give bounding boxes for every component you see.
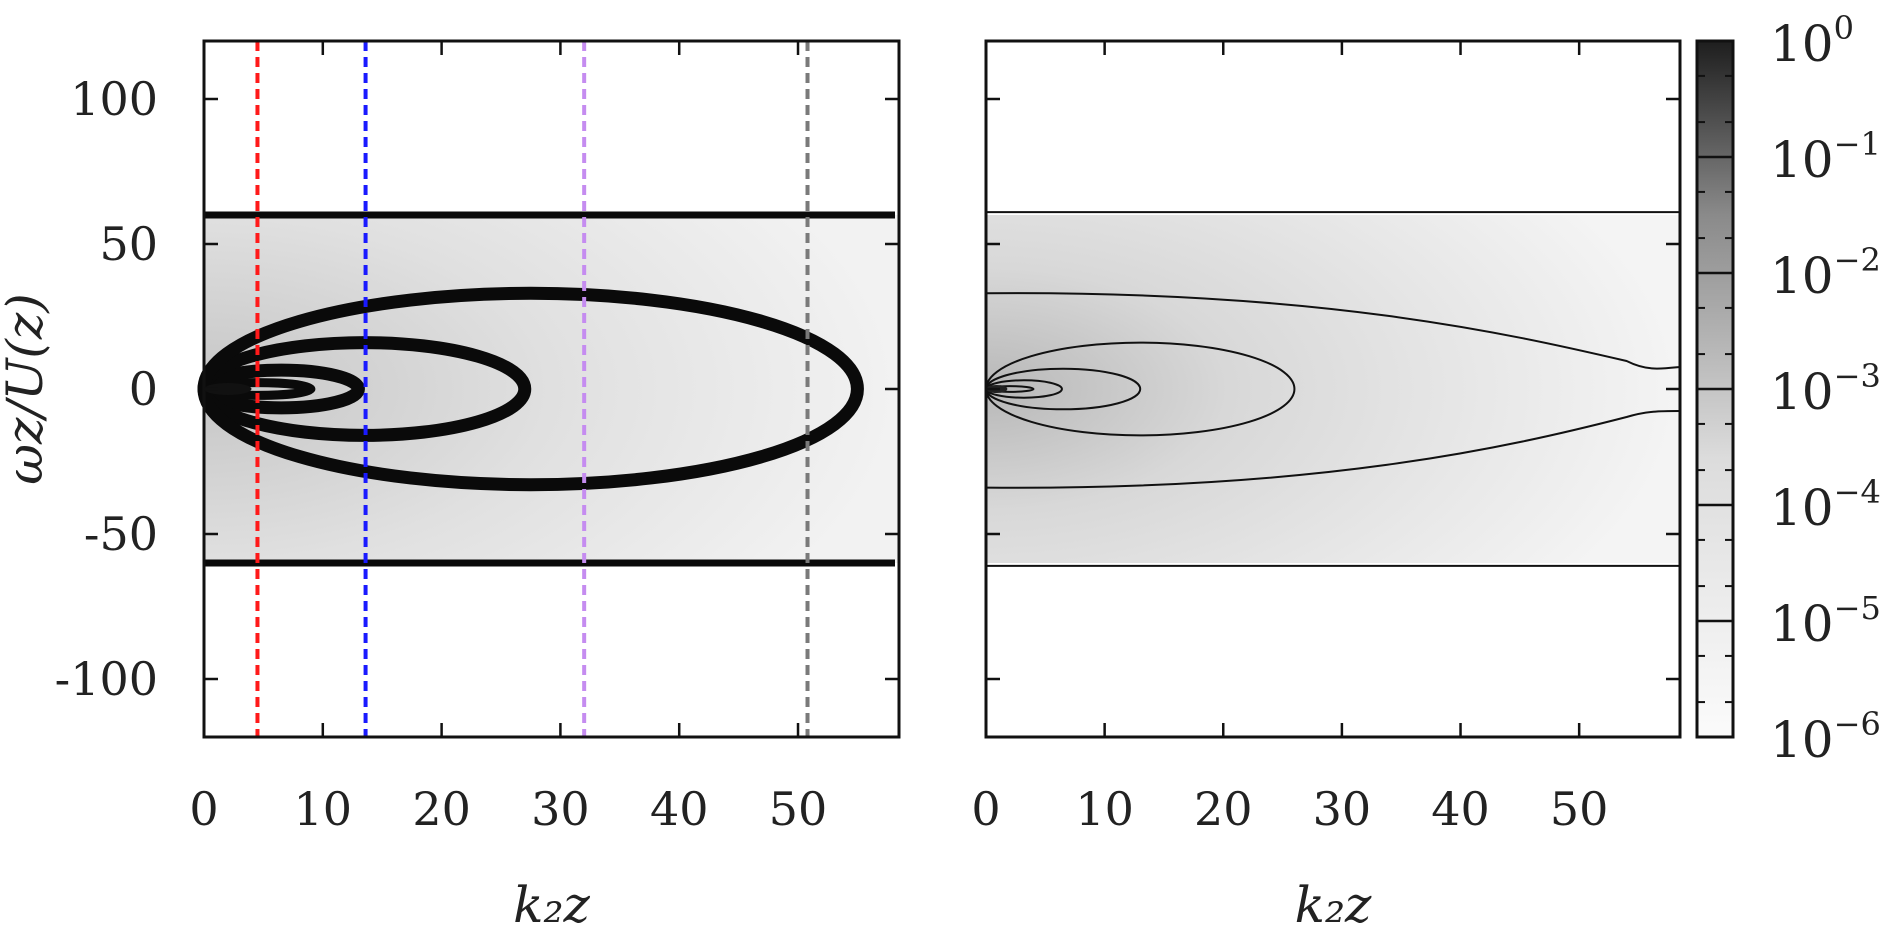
y-tick-label: 100	[70, 72, 158, 126]
x-tick-label: 50	[1550, 782, 1609, 836]
y-tick-label: -100	[55, 652, 158, 706]
left-x-axis-label: k₂z	[513, 876, 590, 934]
x-tick-label: 40	[1431, 782, 1490, 836]
x-tick-label: 30	[531, 782, 590, 836]
x-tick-label: 50	[769, 782, 828, 836]
x-tick-label: 0	[189, 782, 218, 836]
colorbar-label: 100	[1770, 9, 1854, 73]
x-tick-label: 0	[971, 782, 1000, 836]
contour-lens-bottom	[985, 410, 1681, 489]
y-tick-label: 50	[99, 217, 158, 271]
left-ticks: 0 10 20 30 40 50 100 50 0 -50 -100	[55, 41, 899, 836]
colorbar-label: 10−5	[1770, 589, 1881, 653]
x-tick-label: 30	[1313, 782, 1372, 836]
contour-lens-top	[985, 292, 1681, 370]
right-contours	[984, 211, 1681, 567]
right-ticks: 0 10 20 30 40 50	[971, 41, 1680, 836]
colorbar-ticks: 100 10−1 10−2 10−3 10−4 10−5 10−6	[1697, 9, 1881, 769]
left-y-axis-label: ωz/U(z)	[0, 293, 54, 484]
colorbar-label: 10−6	[1770, 705, 1881, 769]
left-vertical-markers	[255, 41, 810, 737]
colorbar: 100 10−1 10−2 10−3 10−4 10−5 10−6	[1695, 9, 1881, 769]
right-x-axis-label: k₂z	[1295, 876, 1372, 934]
x-tick-label: 10	[294, 782, 353, 836]
contour-core	[204, 383, 252, 395]
x-tick-label: 20	[1194, 782, 1253, 836]
left-panel: 0 10 20 30 40 50 100 50 0 -50 -100 k₂z ωz/U(z)	[0, 39, 901, 934]
x-tick-label: 40	[650, 782, 709, 836]
colorbar-label: 10−2	[1770, 241, 1881, 305]
left-shaded-band	[204, 215, 899, 563]
right-panel: 0 10 20 30 40 50 k₂z	[971, 39, 1682, 934]
x-tick-label: 20	[412, 782, 471, 836]
y-tick-label: 0	[129, 362, 158, 416]
y-tick-label: -50	[84, 507, 158, 561]
colorbar-label: 10−4	[1770, 473, 1881, 537]
colorbar-label: 10−3	[1770, 357, 1881, 421]
x-tick-label: 10	[1075, 782, 1134, 836]
right-shaded-band	[986, 215, 1680, 563]
colorbar-label: 10−1	[1770, 125, 1881, 189]
